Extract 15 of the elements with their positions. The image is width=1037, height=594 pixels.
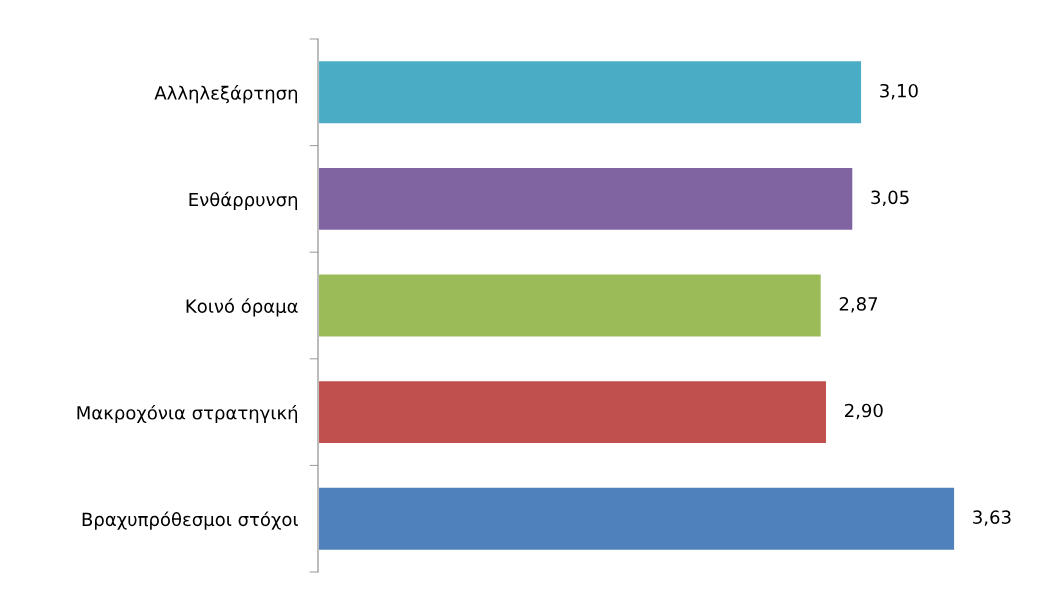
data-label: 3,05: [871, 190, 909, 206]
data-label: 3,10: [880, 83, 918, 100]
y-tick-label: Μακροχόνια στρατηγική: [77, 404, 298, 424]
data-label: 2,87: [839, 297, 878, 313]
data-label: 2,90: [845, 403, 883, 420]
data-label: 3,63: [973, 510, 1011, 526]
bar: [318, 59, 864, 126]
bar: [318, 272, 823, 339]
bar: [318, 485, 957, 552]
y-tick-label: Ενθάρρυνση: [189, 191, 298, 210]
y-tick-label: Αλληλεξάρτηση: [154, 85, 298, 104]
y-tick-label: Βραχυπρόθεσμοι στόχοι: [82, 511, 298, 530]
y-tick-label: Κοινό όραμα: [186, 298, 298, 317]
bar: [318, 165, 855, 232]
bar: [318, 379, 829, 446]
